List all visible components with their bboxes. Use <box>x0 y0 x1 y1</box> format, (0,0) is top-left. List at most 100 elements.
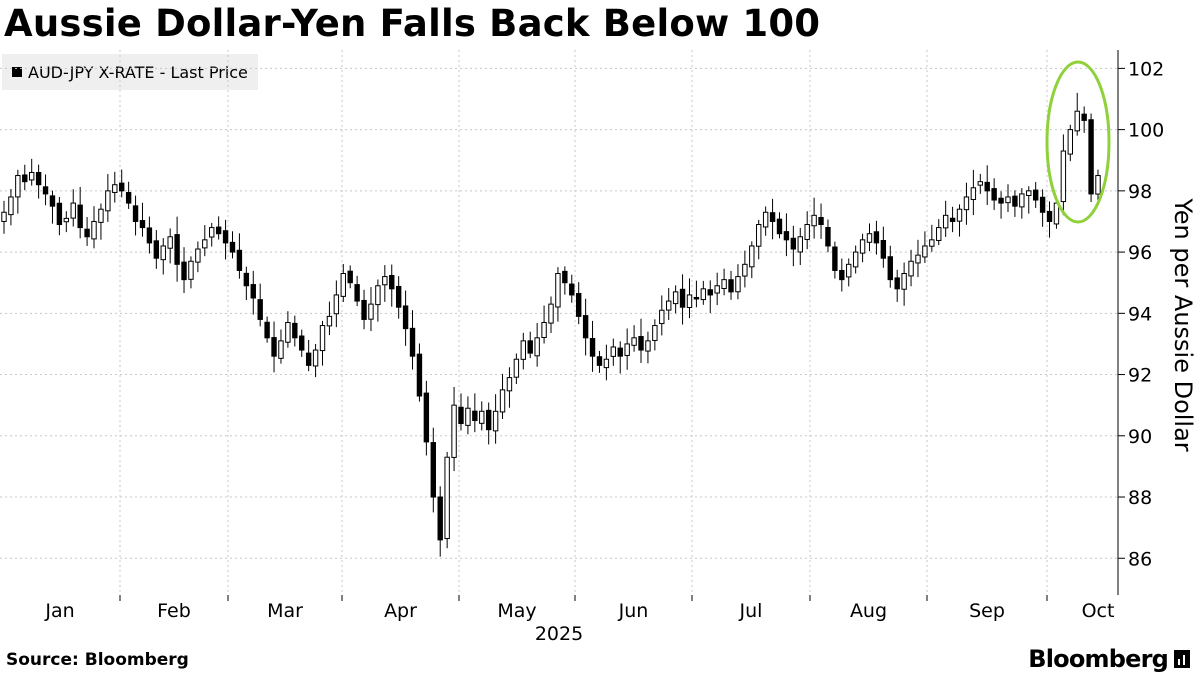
candle-body <box>8 196 14 216</box>
candle <box>382 265 388 302</box>
candle-body <box>700 288 707 301</box>
candle-body <box>714 285 720 294</box>
candle <box>721 268 727 296</box>
candle <box>112 171 118 203</box>
candle <box>160 238 166 275</box>
candle-body <box>901 273 907 290</box>
candle-body <box>624 343 630 356</box>
highlight-ellipse <box>1045 60 1111 224</box>
candle <box>686 278 693 319</box>
y-tick-label: 86 <box>1128 548 1152 570</box>
source-note: Source: Bloomberg <box>6 650 189 670</box>
candle-body <box>929 239 935 247</box>
candle-body <box>1095 175 1101 195</box>
candle-body <box>859 239 866 254</box>
candle <box>804 211 810 250</box>
candle-body <box>236 249 243 271</box>
candle <box>229 231 236 259</box>
candle-body <box>756 224 762 247</box>
candle-body <box>437 496 443 541</box>
candle <box>479 401 485 431</box>
x-tick-label: Apr <box>384 600 417 622</box>
candle-body <box>1026 190 1032 197</box>
y-tick-label: 100 <box>1128 120 1164 142</box>
candle-body <box>63 217 70 223</box>
candle-body <box>250 284 256 299</box>
candle-body <box>444 456 450 540</box>
candle <box>264 316 270 343</box>
candle <box>15 169 21 214</box>
candle-body <box>132 205 139 222</box>
candle <box>236 233 243 279</box>
candle-body <box>1074 110 1080 132</box>
candle-body <box>77 204 83 229</box>
candle <box>866 223 873 252</box>
candle <box>437 486 443 557</box>
candle-body <box>735 276 741 293</box>
candle <box>998 191 1004 219</box>
candle <box>513 353 520 385</box>
candle <box>949 206 956 233</box>
candle <box>624 328 630 370</box>
candle <box>347 265 353 289</box>
candle-body <box>679 288 686 308</box>
legend-label: AUD-JPY X-RATE - Last Price <box>28 62 248 82</box>
candle-body <box>956 208 963 222</box>
candle <box>769 198 776 240</box>
candle <box>922 231 928 263</box>
candle <box>555 267 561 322</box>
candle <box>153 230 160 269</box>
candle-body <box>769 212 776 222</box>
candle <box>56 197 63 236</box>
x-tick-label: Jun <box>618 600 649 622</box>
candle-body <box>91 220 97 240</box>
candle <box>84 217 90 246</box>
candle <box>333 280 340 328</box>
candle-body <box>375 285 381 306</box>
candles <box>1 92 1101 557</box>
candle <box>596 350 603 373</box>
candle <box>340 263 346 303</box>
candle <box>195 241 201 273</box>
candle <box>361 289 367 330</box>
candle <box>368 287 374 332</box>
candle-body <box>243 272 250 287</box>
candle-body <box>846 263 852 278</box>
candle <box>22 164 28 191</box>
candle-body <box>125 192 132 204</box>
candle-body <box>1067 129 1074 155</box>
candle <box>292 315 298 347</box>
candle-body <box>319 325 326 352</box>
candle-body <box>984 181 990 192</box>
candle <box>444 451 450 549</box>
candle <box>174 216 180 282</box>
candle-body <box>139 220 146 229</box>
candle-body <box>465 407 471 426</box>
candle-body <box>98 208 104 223</box>
candle-body <box>70 202 76 219</box>
candle <box>756 219 762 260</box>
candle-body <box>1 211 7 222</box>
candle <box>202 225 208 257</box>
x-year-label: 2025 <box>535 623 583 645</box>
candle <box>35 164 42 199</box>
candle <box>139 202 146 237</box>
candle-body <box>672 291 679 305</box>
candle-body <box>209 227 215 238</box>
candle <box>354 275 360 307</box>
candle-body <box>1081 113 1087 121</box>
candle <box>430 427 436 513</box>
candle-body <box>382 276 388 286</box>
y-tick-label: 96 <box>1128 242 1152 264</box>
candle-body <box>188 260 194 280</box>
candle-body <box>638 336 644 351</box>
candle-body <box>229 241 236 253</box>
candle-body <box>402 305 409 330</box>
candle <box>1081 106 1087 133</box>
candle <box>818 203 824 239</box>
candle-body <box>693 296 700 300</box>
candle-body <box>492 410 499 432</box>
candle <box>1088 113 1094 202</box>
candle-body <box>610 346 617 357</box>
candle-body <box>28 171 35 181</box>
